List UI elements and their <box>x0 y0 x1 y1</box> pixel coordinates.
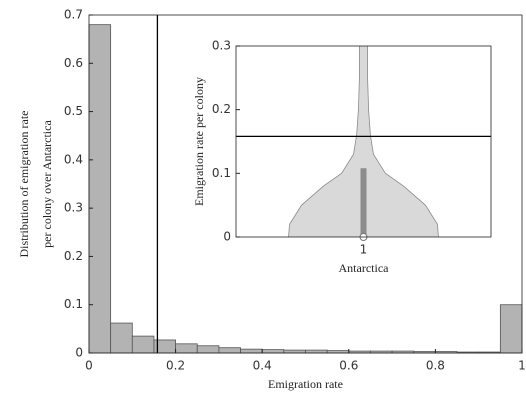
x-tick-label: 0.2 <box>166 359 185 373</box>
bar <box>218 347 241 354</box>
y-tick-label: 0.3 <box>212 39 231 53</box>
bar <box>175 343 198 354</box>
box-iqr <box>360 168 367 237</box>
x-tick-label: 1 <box>518 359 526 373</box>
bar <box>499 304 523 354</box>
y-tick-label: 0.1 <box>64 297 83 311</box>
violin-half <box>363 46 439 237</box>
x-axis-label: Antarctica <box>339 261 390 275</box>
bar <box>283 349 306 354</box>
bar <box>88 24 112 354</box>
y-tick-label: 0.1 <box>212 166 231 180</box>
violin-half <box>288 46 364 237</box>
bar <box>110 322 133 354</box>
y-axis-label: Distribution of emigration rate <box>17 111 31 258</box>
x-axis-label: Emigration rate <box>268 377 343 391</box>
axes-frame <box>88 14 523 354</box>
y-tick-label: 0.6 <box>64 56 83 70</box>
bar <box>261 349 285 354</box>
y-tick-label: 0.7 <box>64 8 83 22</box>
y-axis-label: per colony over Antarctica <box>40 120 54 248</box>
y-tick-label: 0 <box>75 346 83 360</box>
y-tick-label: 0.2 <box>212 102 231 116</box>
x-tick-label: 0.8 <box>426 359 445 373</box>
y-tick-label: 0.5 <box>64 104 83 118</box>
y-tick-label: 0.3 <box>64 201 83 215</box>
inset-frame <box>235 45 492 238</box>
x-tick-label: 0 <box>85 359 93 373</box>
bar <box>196 345 220 354</box>
y-tick-label: 0.2 <box>64 249 83 263</box>
x-tick-label: 1 <box>360 243 368 257</box>
bar <box>305 349 328 354</box>
y-axis-label: Emigration rate per colony <box>192 77 206 206</box>
y-tick-label: 0.4 <box>64 152 83 166</box>
y-tick-label: 0 <box>223 230 231 244</box>
violin-edge <box>288 46 360 238</box>
bar <box>240 348 263 354</box>
violin-edge <box>367 46 439 238</box>
bar <box>131 335 155 354</box>
x-tick-label: 0.6 <box>339 359 358 373</box>
x-tick-label: 0.4 <box>253 359 272 373</box>
